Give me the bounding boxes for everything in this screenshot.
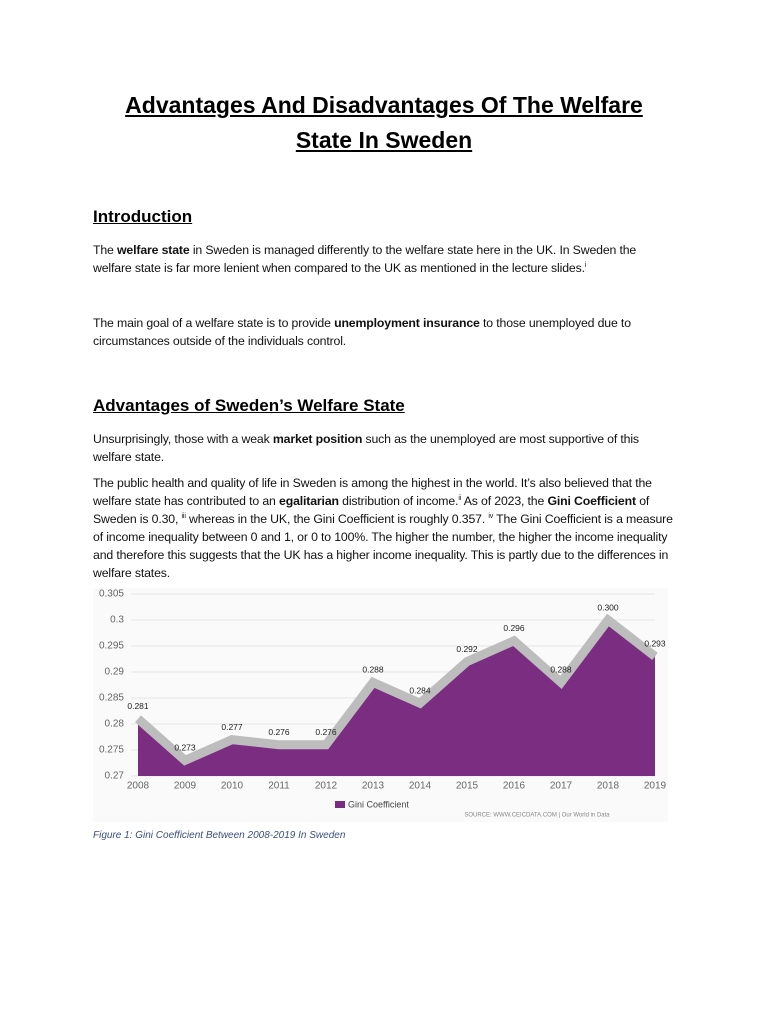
- x-tick-label: 2018: [597, 781, 620, 792]
- y-tick-label: 0.27: [105, 771, 125, 782]
- text-run: The main goal of a welfare state is to p…: [93, 316, 335, 330]
- text-run: distribution of income.: [338, 494, 459, 508]
- y-tick-label: 0.29: [105, 667, 125, 678]
- footnote-ref: iii: [181, 512, 186, 520]
- data-label: 0.288: [550, 665, 572, 675]
- area-outline: [135, 613, 658, 766]
- bold-text: unemployment insurance: [334, 316, 480, 330]
- data-label: 0.281: [127, 701, 149, 711]
- bold-text: egalitarian: [279, 494, 339, 508]
- x-tick-label: 2017: [550, 781, 573, 792]
- text-run: of Sweden is 0.30,: [93, 494, 650, 526]
- paragraph: The public health and quality of life in…: [93, 474, 675, 582]
- footnote-ref: i: [584, 261, 587, 269]
- y-tick-label: 0.285: [99, 693, 124, 704]
- x-tick-label: 2016: [503, 781, 526, 792]
- x-tick-label: 2013: [362, 781, 385, 792]
- paragraph: Unsurprisingly, those with a weak market…: [93, 430, 675, 466]
- section-heading: Introduction: [93, 207, 193, 226]
- text-run: to those unemployed due to circumstances…: [93, 316, 631, 348]
- data-label: 0.276: [315, 727, 337, 737]
- area: [138, 620, 655, 776]
- y-tick-label: 0.3: [110, 615, 124, 626]
- bold-text: market position: [272, 432, 363, 446]
- text-run: in Sweden is managed differently to the …: [93, 243, 637, 275]
- x-tick-label: 2010: [221, 781, 244, 792]
- data-label: 0.288: [362, 665, 384, 675]
- y-tick-label: 0.305: [99, 589, 124, 600]
- x-tick-label: 2008: [127, 781, 150, 792]
- x-tick-label: 2019: [644, 781, 667, 792]
- section-heading: Advantages of Sweden’s Welfare State: [93, 396, 405, 415]
- data-label: 0.300: [597, 602, 619, 612]
- x-tick-label: 2009: [174, 781, 197, 792]
- x-tick-label: 2015: [456, 781, 479, 792]
- paragraph: The main goal of a welfare state is to p…: [93, 314, 675, 350]
- text-run: Unsurprisingly, those with a weak: [93, 432, 273, 446]
- data-label: 0.293: [644, 639, 666, 649]
- legend-label: Gini Coefficient: [348, 799, 409, 809]
- data-label: 0.273: [174, 743, 196, 753]
- chart-source: SOURCE: WWW.CEICDATA.COM | Our World in …: [464, 813, 610, 819]
- x-tick-label: 2012: [315, 781, 338, 792]
- y-tick-label: 0.295: [99, 641, 124, 652]
- chart: 0.27 0.275 0.28 0.285 0.29 0.295 0.3 0.305 0.281…: [93, 588, 668, 822]
- text-run: whereas in the UK, the Gini Coefficient …: [185, 512, 489, 526]
- footnote-ref: iv: [488, 512, 494, 520]
- document-title: Advantages And Disadvantages Of The Welf…: [125, 92, 643, 153]
- text-run: The public health and quality of life in…: [93, 476, 652, 508]
- text-run: such as the unemployed are most supporti…: [93, 432, 639, 464]
- data-label: 0.296: [503, 623, 525, 633]
- legend-swatch: [335, 801, 345, 808]
- y-tick-label: 0.275: [99, 745, 124, 756]
- data-label: 0.277: [221, 722, 243, 732]
- data-label: 0.276: [268, 727, 290, 737]
- bold-text: Gini Coefficient: [547, 494, 636, 508]
- figure-caption: Figure 1: Gini Coefficient Between 2008-…: [93, 830, 346, 841]
- text-run: The: [93, 243, 118, 257]
- bold-text: welfare state: [117, 243, 190, 257]
- y-tick-label: 0.28: [105, 719, 125, 730]
- data-label: 0.292: [456, 644, 478, 654]
- text-run: The Gini Coefficient is a measure of inc…: [93, 512, 673, 580]
- footnote-ref: ii: [458, 494, 462, 502]
- text-run: As of 2023, the: [461, 494, 548, 508]
- x-tick-label: 2014: [409, 781, 432, 792]
- paragraph: The welfare state in Sweden is managed d…: [93, 241, 675, 277]
- x-tick-label: 2011: [268, 781, 290, 792]
- data-label: 0.284: [409, 685, 431, 695]
